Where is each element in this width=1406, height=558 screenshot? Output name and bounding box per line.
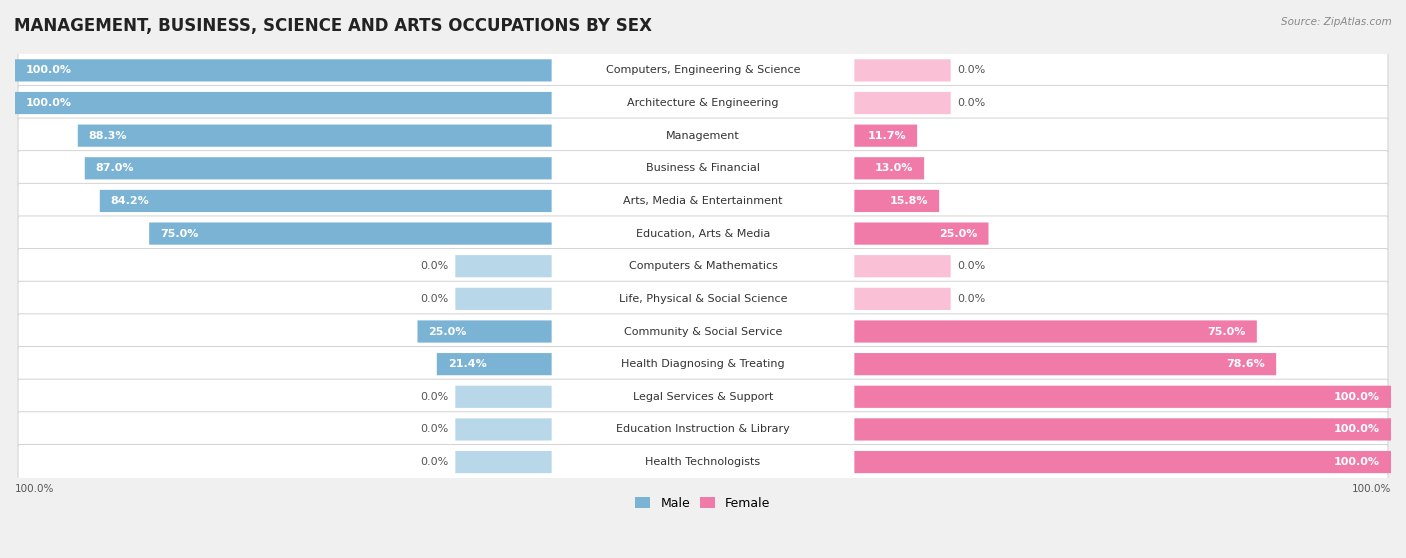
- Text: 100.0%: 100.0%: [1334, 392, 1381, 402]
- Text: 0.0%: 0.0%: [420, 392, 449, 402]
- Text: Community & Social Service: Community & Social Service: [624, 326, 782, 336]
- Text: 75.0%: 75.0%: [1208, 326, 1246, 336]
- Text: Education, Arts & Media: Education, Arts & Media: [636, 229, 770, 239]
- Text: Architecture & Engineering: Architecture & Engineering: [627, 98, 779, 108]
- FancyBboxPatch shape: [456, 451, 551, 473]
- FancyBboxPatch shape: [456, 255, 551, 277]
- FancyBboxPatch shape: [18, 347, 1388, 382]
- FancyBboxPatch shape: [18, 216, 1388, 251]
- FancyBboxPatch shape: [18, 281, 1388, 316]
- FancyBboxPatch shape: [855, 157, 924, 180]
- FancyBboxPatch shape: [18, 151, 1388, 186]
- FancyBboxPatch shape: [855, 223, 988, 244]
- Text: Arts, Media & Entertainment: Arts, Media & Entertainment: [623, 196, 783, 206]
- Text: 100.0%: 100.0%: [1334, 457, 1381, 467]
- Text: 25.0%: 25.0%: [429, 326, 467, 336]
- FancyBboxPatch shape: [855, 92, 950, 114]
- Text: 15.8%: 15.8%: [890, 196, 928, 206]
- Text: 84.2%: 84.2%: [111, 196, 149, 206]
- Text: Computers, Engineering & Science: Computers, Engineering & Science: [606, 65, 800, 75]
- FancyBboxPatch shape: [855, 451, 1391, 473]
- FancyBboxPatch shape: [855, 255, 950, 277]
- FancyBboxPatch shape: [18, 184, 1388, 219]
- Text: 100.0%: 100.0%: [1351, 484, 1391, 494]
- Text: 0.0%: 0.0%: [957, 65, 986, 75]
- Text: 13.0%: 13.0%: [875, 163, 912, 174]
- Text: 0.0%: 0.0%: [420, 425, 449, 435]
- FancyBboxPatch shape: [855, 124, 917, 147]
- Text: 25.0%: 25.0%: [939, 229, 977, 239]
- FancyBboxPatch shape: [456, 418, 551, 440]
- Text: Health Diagnosing & Treating: Health Diagnosing & Treating: [621, 359, 785, 369]
- FancyBboxPatch shape: [18, 412, 1388, 447]
- Text: 0.0%: 0.0%: [420, 457, 449, 467]
- Text: 75.0%: 75.0%: [160, 229, 198, 239]
- Text: Business & Financial: Business & Financial: [645, 163, 761, 174]
- Text: Management: Management: [666, 131, 740, 141]
- Text: 0.0%: 0.0%: [957, 261, 986, 271]
- Text: 100.0%: 100.0%: [15, 484, 55, 494]
- Text: Education Instruction & Library: Education Instruction & Library: [616, 425, 790, 435]
- FancyBboxPatch shape: [18, 314, 1388, 349]
- FancyBboxPatch shape: [456, 386, 551, 408]
- FancyBboxPatch shape: [18, 444, 1388, 480]
- Text: Health Technologists: Health Technologists: [645, 457, 761, 467]
- Text: 0.0%: 0.0%: [420, 261, 449, 271]
- FancyBboxPatch shape: [418, 320, 551, 343]
- FancyBboxPatch shape: [855, 418, 1391, 440]
- FancyBboxPatch shape: [855, 288, 950, 310]
- FancyBboxPatch shape: [18, 85, 1388, 121]
- Text: 0.0%: 0.0%: [420, 294, 449, 304]
- Text: Life, Physical & Social Science: Life, Physical & Social Science: [619, 294, 787, 304]
- FancyBboxPatch shape: [149, 223, 551, 244]
- FancyBboxPatch shape: [77, 124, 551, 147]
- FancyBboxPatch shape: [15, 92, 551, 114]
- Text: 11.7%: 11.7%: [868, 131, 905, 141]
- Text: Computers & Mathematics: Computers & Mathematics: [628, 261, 778, 271]
- FancyBboxPatch shape: [855, 320, 1257, 343]
- Text: Legal Services & Support: Legal Services & Support: [633, 392, 773, 402]
- Text: Source: ZipAtlas.com: Source: ZipAtlas.com: [1281, 17, 1392, 27]
- Legend: Male, Female: Male, Female: [630, 492, 776, 514]
- Text: 78.6%: 78.6%: [1226, 359, 1265, 369]
- FancyBboxPatch shape: [15, 59, 551, 81]
- Text: 87.0%: 87.0%: [96, 163, 134, 174]
- FancyBboxPatch shape: [855, 386, 1391, 408]
- FancyBboxPatch shape: [100, 190, 551, 212]
- FancyBboxPatch shape: [855, 353, 1277, 375]
- FancyBboxPatch shape: [18, 249, 1388, 284]
- Text: 0.0%: 0.0%: [957, 98, 986, 108]
- Text: MANAGEMENT, BUSINESS, SCIENCE AND ARTS OCCUPATIONS BY SEX: MANAGEMENT, BUSINESS, SCIENCE AND ARTS O…: [14, 17, 652, 35]
- Text: 21.4%: 21.4%: [447, 359, 486, 369]
- FancyBboxPatch shape: [18, 379, 1388, 415]
- FancyBboxPatch shape: [456, 288, 551, 310]
- Text: 0.0%: 0.0%: [957, 294, 986, 304]
- FancyBboxPatch shape: [437, 353, 551, 375]
- Text: 100.0%: 100.0%: [25, 65, 72, 75]
- FancyBboxPatch shape: [18, 53, 1388, 88]
- FancyBboxPatch shape: [84, 157, 551, 180]
- Text: 100.0%: 100.0%: [25, 98, 72, 108]
- FancyBboxPatch shape: [855, 190, 939, 212]
- FancyBboxPatch shape: [18, 118, 1388, 153]
- Text: 88.3%: 88.3%: [89, 131, 128, 141]
- FancyBboxPatch shape: [855, 59, 950, 81]
- Text: 100.0%: 100.0%: [1334, 425, 1381, 435]
